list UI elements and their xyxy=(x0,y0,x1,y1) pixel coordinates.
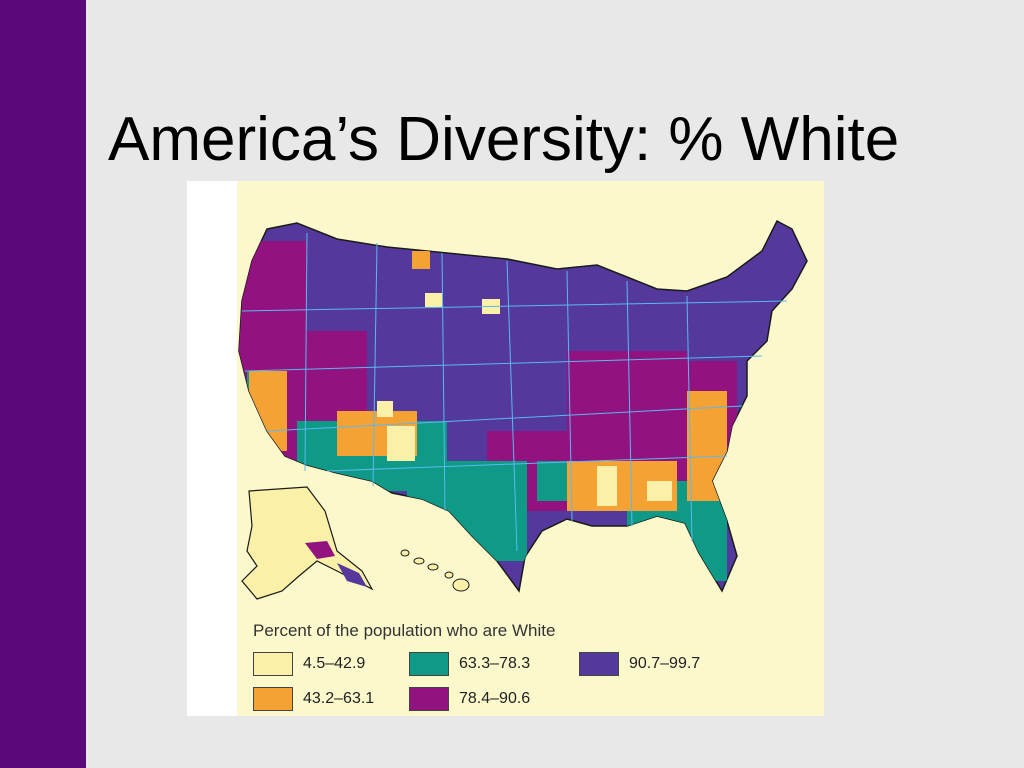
legend-label: 63.3–78.3 xyxy=(459,655,531,672)
hawaii xyxy=(400,549,470,592)
us-map xyxy=(238,219,808,600)
alaska xyxy=(241,486,374,600)
figure-margin xyxy=(187,181,237,716)
legend-swatch xyxy=(253,652,293,676)
legend-label: 43.2–63.1 xyxy=(303,690,375,707)
slide-title: America’s Diversity: % White xyxy=(108,105,900,174)
legend-item: 78.4–90.6 xyxy=(409,686,530,712)
legend-label: 78.4–90.6 xyxy=(459,690,531,707)
legend-swatch xyxy=(579,652,619,676)
legend-swatch xyxy=(409,687,449,711)
legend-label: 4.5–42.9 xyxy=(303,655,366,672)
legend-title: Percent of the population who are White xyxy=(253,621,556,640)
slide-sidebar xyxy=(0,0,86,768)
legend-label: 90.7–99.7 xyxy=(629,655,701,672)
legend-swatch xyxy=(409,652,449,676)
legend-item: 63.3–78.3 xyxy=(409,651,530,677)
legend-swatch xyxy=(253,687,293,711)
legend-item: 4.5–42.9 xyxy=(253,651,365,677)
contiguous-us xyxy=(238,219,808,593)
legend-item: 43.2–63.1 xyxy=(253,686,374,712)
map-figure: Percent of the population who are White … xyxy=(187,181,824,716)
legend-item: 90.7–99.7 xyxy=(579,651,700,677)
